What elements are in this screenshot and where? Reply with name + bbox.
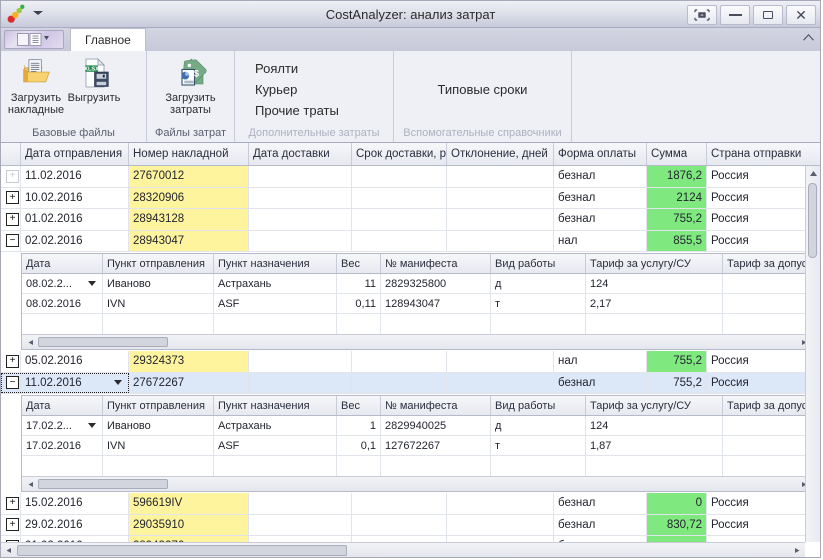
- svg-text:$: $: [193, 69, 198, 79]
- svg-text:XLSX: XLSX: [84, 66, 99, 72]
